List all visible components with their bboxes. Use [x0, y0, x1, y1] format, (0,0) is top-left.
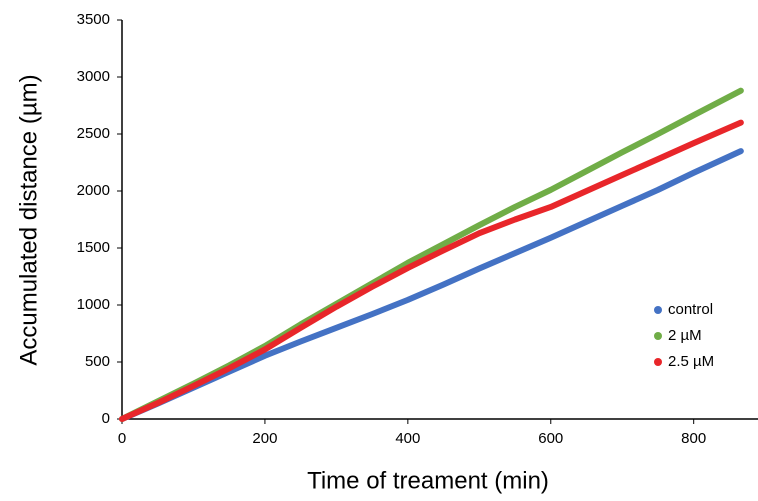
series-line [119, 119, 744, 422]
x-axis-label: Time of treament (min) [307, 467, 549, 494]
y-tick-label: 3500 [77, 11, 110, 28]
y-tick-label: 1500 [77, 239, 110, 256]
y-tick-label: 0 [102, 410, 110, 427]
legend-label: control [668, 301, 713, 318]
y-tick-label: 500 [85, 353, 110, 370]
legend-label: 2.5 µM [668, 353, 714, 370]
x-tick-label: 200 [252, 430, 277, 447]
legend-label: 2 µM [668, 327, 702, 344]
legend-marker [654, 332, 662, 340]
x-tick-label: 600 [538, 430, 563, 447]
x-tick-label: 800 [681, 430, 706, 447]
y-tick-label: 1000 [77, 296, 110, 313]
y-tick-label: 2500 [77, 125, 110, 142]
legend-marker [654, 358, 662, 366]
y-tick-label: 2000 [77, 182, 110, 199]
y-axis-label: Accumulated distance (µm) [15, 74, 42, 365]
series-line [119, 148, 744, 422]
legend-marker [654, 306, 662, 314]
x-tick-label: 0 [118, 430, 126, 447]
x-tick-label: 400 [395, 430, 420, 447]
y-tick-label: 3000 [77, 68, 110, 85]
